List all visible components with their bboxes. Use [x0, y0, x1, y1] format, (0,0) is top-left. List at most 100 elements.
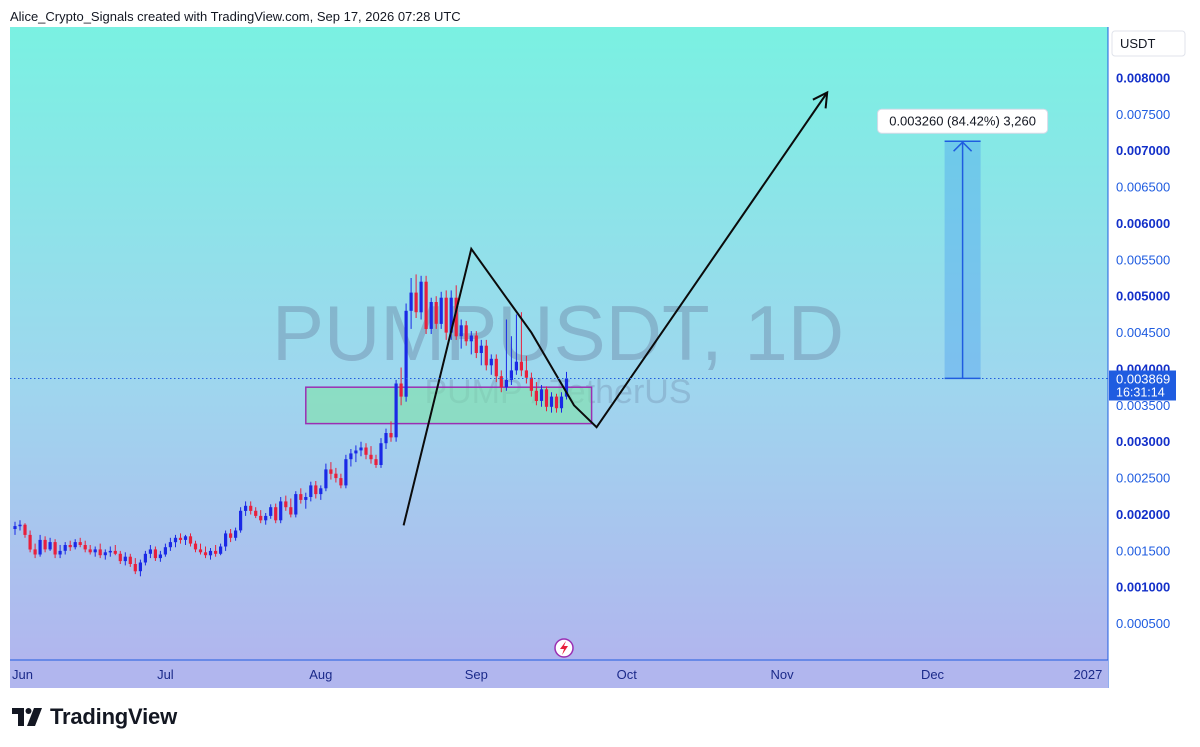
candle — [23, 523, 27, 538]
candle — [494, 354, 498, 383]
projection-path-line[interactable] — [402, 91, 829, 526]
candle — [549, 392, 554, 413]
candle-body — [123, 556, 127, 562]
candle — [178, 533, 183, 544]
candle — [143, 550, 147, 566]
candle — [68, 540, 72, 551]
candle-body — [314, 485, 318, 495]
time-axis[interactable] — [10, 660, 1108, 688]
candle — [13, 521, 17, 535]
currency-button[interactable]: USDT — [1111, 30, 1186, 57]
candle-body — [33, 549, 37, 555]
candle — [214, 545, 218, 557]
price-axis[interactable] — [1108, 27, 1188, 660]
candle-body — [274, 507, 278, 521]
candle-body — [434, 302, 438, 324]
candle-body — [234, 530, 238, 538]
candle-body — [509, 370, 513, 380]
y-tick-label: 0.007000 — [1116, 143, 1170, 158]
candle-body — [168, 542, 172, 548]
candle — [33, 543, 37, 559]
candle — [193, 540, 198, 553]
candle — [224, 530, 228, 551]
candle — [103, 549, 107, 560]
candle — [58, 545, 62, 559]
candle — [118, 550, 122, 564]
candle — [319, 485, 323, 500]
candle — [153, 546, 157, 561]
candle-body — [83, 545, 87, 550]
y-tick-label: 0.004500 — [1116, 325, 1170, 340]
last-price-badge[interactable] — [1109, 370, 1176, 401]
candle — [38, 534, 42, 557]
candle — [279, 497, 283, 524]
candle — [389, 421, 393, 442]
lightning-icon[interactable] — [554, 638, 574, 658]
candle — [148, 545, 152, 559]
candle — [489, 354, 493, 375]
candle-body — [224, 533, 228, 547]
candle — [439, 291, 443, 329]
candle — [83, 540, 87, 553]
candle — [324, 463, 328, 492]
candle — [464, 320, 468, 346]
candle-body — [529, 377, 533, 391]
candle-body — [58, 550, 62, 555]
candle-body — [38, 539, 42, 555]
drawings — [402, 90, 829, 526]
candle — [314, 481, 318, 499]
candle-body — [459, 325, 463, 337]
candle-body — [304, 497, 308, 500]
candle — [384, 428, 388, 449]
x-tick-label: Sep — [465, 667, 488, 682]
candle-body — [564, 378, 569, 397]
candle — [234, 527, 238, 541]
candle-body — [374, 459, 378, 465]
candle — [419, 275, 423, 320]
x-tick-label: Dec — [921, 667, 945, 682]
x-tick-label: Oct — [617, 667, 638, 682]
candle-body — [479, 345, 483, 353]
candle — [108, 546, 112, 557]
candle-body — [178, 537, 183, 540]
candle — [254, 507, 258, 519]
symbol-watermark: PUMPUSDT, 1D — [272, 289, 844, 377]
candle-body — [259, 515, 263, 521]
candle — [53, 539, 57, 559]
candle-body — [364, 447, 368, 455]
candle-body — [499, 376, 503, 388]
candle-body — [519, 361, 523, 371]
candle-body — [494, 358, 498, 377]
y-tick-label: 0.003000 — [1116, 434, 1170, 449]
candle-body — [188, 536, 193, 544]
candle — [479, 339, 483, 366]
candle-body — [334, 473, 338, 479]
candle-body — [309, 485, 313, 497]
candle — [399, 367, 403, 406]
candle — [474, 331, 478, 359]
candle-body — [449, 297, 453, 333]
candle — [128, 553, 132, 567]
candle-body — [414, 292, 418, 313]
candle-body — [534, 390, 538, 401]
candle-body — [219, 546, 223, 554]
measure-arrow-icon — [953, 141, 973, 152]
candle — [429, 297, 433, 334]
candle — [198, 543, 203, 555]
support-zone-box[interactable] — [305, 386, 593, 425]
tradingview-logo[interactable]: TradingView — [12, 704, 177, 730]
candle-body — [53, 542, 57, 555]
candle-body — [193, 543, 198, 550]
candle — [339, 473, 343, 489]
candle — [414, 274, 418, 318]
candles — [13, 274, 569, 577]
candle — [554, 393, 559, 413]
candle — [294, 491, 298, 518]
candle — [168, 537, 172, 551]
candle-body — [394, 383, 398, 438]
candle-body — [73, 542, 77, 548]
candle-body — [23, 524, 27, 535]
candle-body — [143, 553, 147, 563]
